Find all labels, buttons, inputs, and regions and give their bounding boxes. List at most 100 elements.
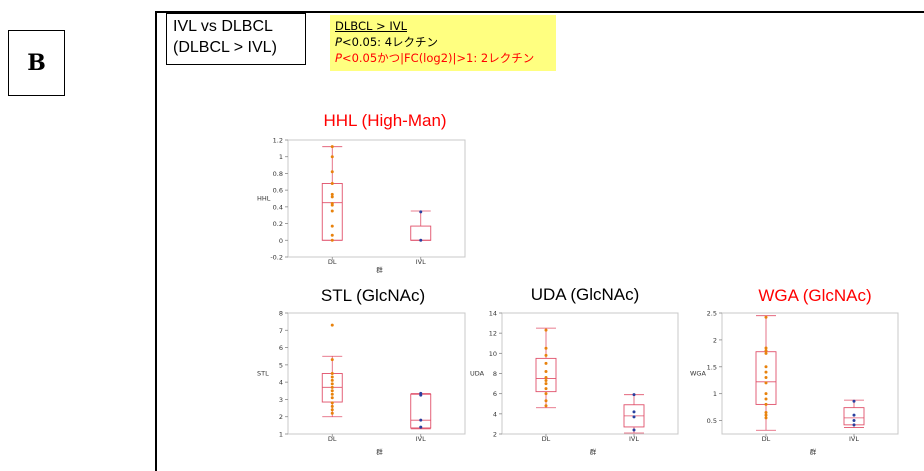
data-point: [544, 361, 548, 365]
data-point: [330, 323, 334, 327]
data-point: [330, 195, 334, 199]
note-line2-p: P: [335, 51, 342, 65]
x-tick-label: IVL: [416, 258, 426, 266]
x-tick-label: DL: [328, 435, 337, 443]
chart-title-hhl: HHL (High-Man): [323, 111, 447, 130]
data-point: [330, 375, 334, 379]
y-axis-label: WGA: [690, 370, 706, 378]
data-point: [330, 372, 334, 375]
panel-label: B: [8, 30, 65, 96]
data-point: [544, 346, 548, 350]
data-point: [764, 315, 768, 319]
data-point: [544, 328, 548, 332]
y-tick-label: 1.5: [707, 363, 717, 371]
chart-wga: 0.5 1 1.5 2 2.5 WGA DL IVL 群: [690, 310, 899, 456]
data-point: [330, 238, 334, 242]
data-point: [764, 351, 768, 355]
data-point: [330, 408, 334, 412]
y-tick-label: 10: [489, 350, 497, 358]
y-tick-label: 6: [493, 390, 497, 398]
data-point: [852, 413, 856, 417]
note-heading: DLBCL > IVL: [335, 19, 407, 33]
note-line1: P<0.05: 4レクチン: [335, 34, 551, 50]
comparison-box: IVL vs DLBCL (DLBCL > IVL): [166, 13, 306, 65]
y-tick-label: 0.5: [707, 417, 717, 425]
data-point: [544, 376, 548, 380]
data-point: [419, 238, 423, 242]
data-point: [632, 410, 636, 414]
y-tick-label: 0.2: [273, 220, 283, 228]
data-point: [330, 382, 334, 386]
x-axis-label: 群: [376, 447, 383, 456]
data-point: [764, 413, 768, 417]
y-tick-label: 6: [279, 344, 283, 352]
data-point: [764, 397, 768, 401]
chart-title-stl: STL (GlcNAc): [320, 286, 426, 305]
y-tick-label: -0.2: [270, 254, 283, 262]
chart-title-wga: WGA (GlcNAc): [758, 286, 872, 305]
figure-frame: [155, 11, 924, 471]
x-axis-label: 群: [810, 447, 817, 456]
note-line1-text: <0.05: 4レクチン: [341, 35, 439, 49]
chart-uda: 2 4 6 8 10 12 14 UDA DL IVL 群: [470, 310, 679, 456]
y-tick-label: 5: [279, 361, 283, 369]
box-iqr: [535, 357, 557, 393]
data-point: [544, 382, 548, 386]
y-tick-label: 2.5: [707, 310, 717, 318]
data-point: [330, 192, 334, 196]
x-axis-label: 群: [590, 447, 597, 456]
chart-hhl: -0.2 0 0.2 0.4 0.6 0.8 1 1.2 HHL DL IVL 群: [257, 137, 466, 274]
data-point: [852, 419, 856, 423]
y-axis-label: HHL: [257, 195, 271, 203]
data-point: [330, 181, 334, 185]
y-tick-label: 0: [279, 237, 283, 245]
y-tick-label: 8: [493, 370, 497, 378]
data-point: [764, 402, 768, 406]
chart-stl: 1 2 3 4 5 6 7 8 STL DL IVL 群: [257, 310, 466, 456]
x-tick-label: IVL: [416, 435, 426, 443]
data-point: [544, 379, 548, 383]
data-point: [330, 411, 334, 415]
data-point: [419, 393, 423, 397]
y-tick-label: 4: [279, 379, 283, 387]
y-tick-label: 2: [493, 431, 497, 439]
y-tick-label: 3: [279, 396, 283, 404]
y-tick-label: 0.8: [273, 170, 283, 178]
plot-area: [721, 312, 899, 435]
y-axis-label: UDA: [470, 370, 485, 378]
x-tick-label: DL: [542, 435, 551, 443]
data-point: [544, 353, 548, 357]
data-point: [330, 224, 334, 228]
note-line2: P<0.05かつ|FC(log2)|>1: 2レクチン: [335, 50, 551, 66]
y-tick-label: 2: [279, 413, 283, 421]
comparison-line2: (DLBCL > IVL): [173, 39, 277, 56]
plot-area: [501, 312, 679, 435]
data-point: [544, 387, 548, 391]
x-axis-label: 群: [376, 265, 383, 274]
data-point: [544, 392, 548, 396]
data-point: [632, 428, 636, 432]
data-point: [330, 209, 334, 213]
y-tick-label: 14: [489, 310, 497, 318]
data-point: [330, 401, 334, 405]
data-point: [330, 378, 334, 382]
y-tick-label: 0.4: [273, 203, 283, 211]
data-point: [544, 399, 548, 403]
data-point: [764, 416, 768, 420]
data-point: [330, 389, 334, 393]
data-point: [419, 425, 423, 429]
comparison-line1: IVL vs DLBCL: [173, 18, 273, 35]
data-point: [764, 349, 768, 353]
y-tick-label: 2: [713, 336, 717, 344]
data-point: [330, 155, 334, 159]
data-point: [632, 393, 636, 397]
y-axis-label: STL: [257, 370, 269, 378]
data-point: [330, 203, 334, 207]
data-point: [852, 423, 856, 427]
x-tick-label: DL: [762, 435, 771, 443]
data-point: [544, 369, 548, 373]
chart-title-uda: UDA (GlcNAc): [530, 285, 640, 304]
x-tick-label: DL: [328, 258, 337, 266]
y-tick-label: 0.6: [273, 187, 283, 195]
data-point: [764, 381, 768, 385]
